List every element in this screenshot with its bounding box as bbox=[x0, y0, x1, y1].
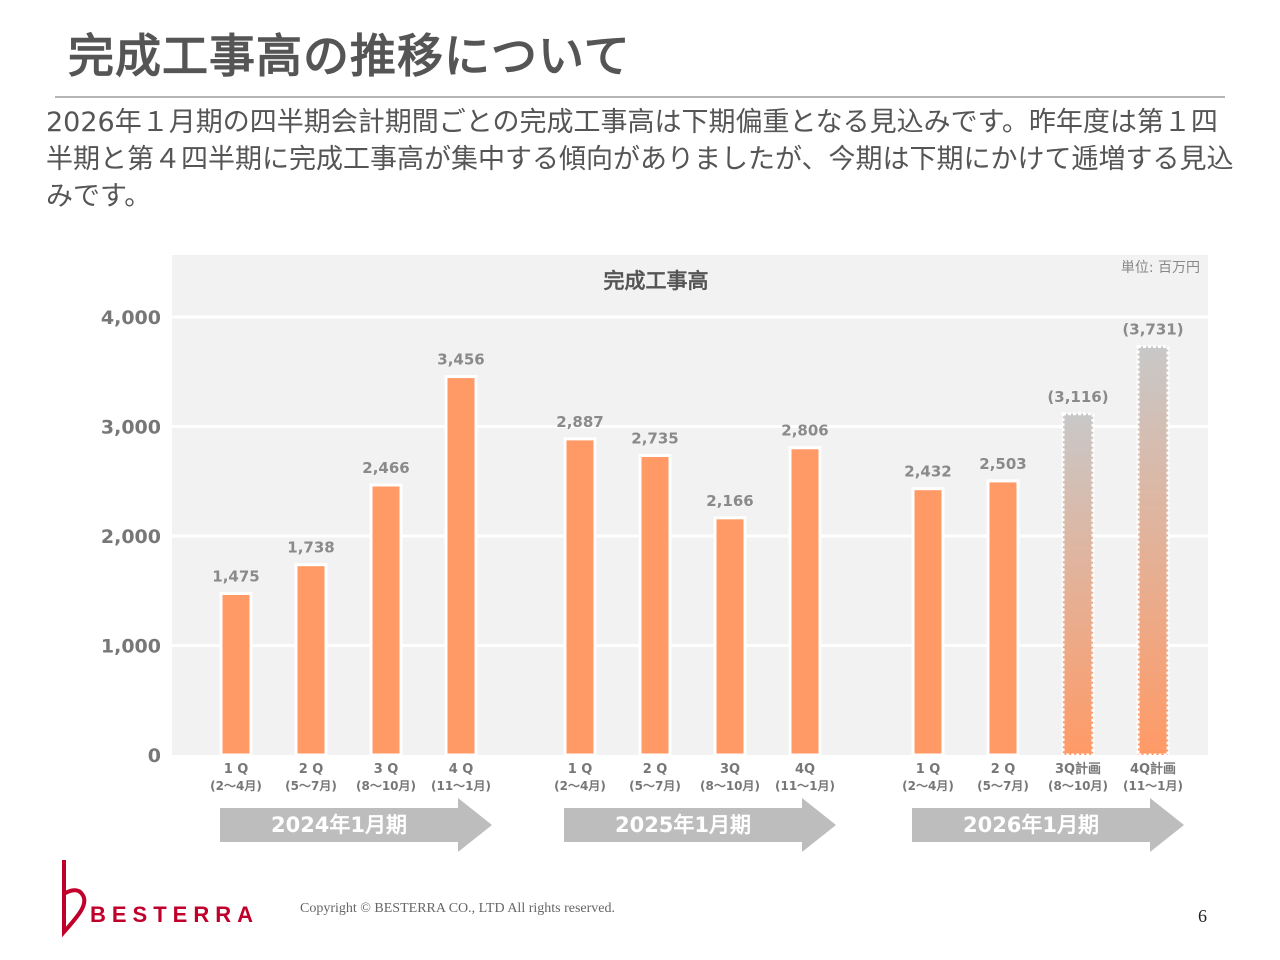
fiscal-year-arrow bbox=[564, 798, 836, 852]
x-tick-period: (2〜4月) bbox=[210, 779, 262, 793]
bar bbox=[638, 454, 672, 757]
x-tick-quarter: 2 Q bbox=[299, 762, 324, 777]
bar-value-label: 2,432 bbox=[904, 463, 951, 481]
x-tick-quarter: 1 Q bbox=[916, 762, 941, 777]
bar bbox=[986, 479, 1020, 757]
x-tick-quarter: 3 Q bbox=[374, 762, 399, 777]
plan-bar bbox=[1136, 344, 1170, 757]
x-tick-period: (5〜7月) bbox=[977, 779, 1029, 793]
page-title: 完成工事高の推移について bbox=[68, 29, 631, 83]
bars: 1,475 1,738 2,466 3,456 2,887 2,735 2,166 2,806… bbox=[212, 320, 1184, 757]
besterra-logo: BESTERRA bbox=[62, 860, 259, 938]
x-tick-quarter: 2 Q bbox=[991, 762, 1016, 777]
x-axis-labels: 1 Q (2〜4月) 2 Q (5〜7月) 3 Q (8〜10月) 4 Q (11〜1月) 1 … bbox=[210, 761, 1183, 793]
x-tick-period: (8〜10月) bbox=[356, 779, 416, 793]
bar-value-label: 2,887 bbox=[556, 413, 603, 431]
x-tick-period: (2〜4月) bbox=[554, 779, 606, 793]
fiscal-year-arrow bbox=[220, 798, 492, 852]
bar bbox=[713, 516, 747, 757]
lead-paragraph: 2026年１月期の四半期会計期間ごとの完成工事高は下期偏重となる見込みです。昨年… bbox=[46, 107, 1234, 212]
logo-text: BESTERRA bbox=[90, 902, 259, 927]
x-tick-quarter: 4 Q bbox=[449, 762, 474, 777]
bar bbox=[369, 483, 403, 757]
x-tick-quarter: 2 Q bbox=[643, 762, 668, 777]
plan-bar bbox=[1061, 412, 1095, 757]
unit-label: 単位: 百万円 bbox=[1121, 260, 1200, 276]
y-tick-label: 4,000 bbox=[101, 307, 161, 329]
x-tick-period: (5〜7月) bbox=[285, 779, 337, 793]
x-tick-period: (11〜1月) bbox=[431, 779, 491, 793]
x-tick-quarter: 3Q bbox=[720, 762, 740, 777]
copyright-text: Copyright © BESTERRA CO., LTD All rights… bbox=[300, 901, 616, 916]
x-tick-quarter: 1 Q bbox=[224, 762, 249, 777]
x-tick-quarter: 1 Q bbox=[568, 762, 593, 777]
completed-construction-chart: 完成工事高 単位: 百万円 0 1,000 2,000 3,000 4,000 1,47… bbox=[101, 255, 1208, 852]
logo-mark bbox=[62, 860, 87, 938]
bar bbox=[788, 446, 822, 757]
bar-value-label: 2,166 bbox=[706, 492, 753, 510]
y-axis-ticks: 0 1,000 2,000 3,000 4,000 bbox=[101, 307, 161, 767]
x-tick-quarter: 4Q計画 bbox=[1130, 761, 1176, 777]
fiscal-year-arrow bbox=[912, 798, 1184, 852]
fiscal-year-label: 2026年1月期 bbox=[963, 813, 1099, 837]
y-tick-label: 0 bbox=[148, 745, 161, 767]
bar-value-label: 2,735 bbox=[631, 430, 678, 448]
bar-value-label: 2,466 bbox=[362, 459, 409, 477]
page-number: 6 bbox=[1198, 906, 1207, 926]
plot-area bbox=[172, 280, 1208, 755]
bar-value-label: 1,738 bbox=[287, 539, 334, 557]
bar bbox=[911, 487, 945, 757]
x-tick-quarter: 3Q計画 bbox=[1055, 761, 1101, 777]
bar-value-label: 3,456 bbox=[437, 351, 484, 369]
bar-value-label: 1,475 bbox=[212, 567, 259, 585]
x-tick-period: (8〜10月) bbox=[1048, 779, 1108, 793]
x-tick-period: (11〜1月) bbox=[775, 779, 835, 793]
x-tick-period: (8〜10月) bbox=[700, 779, 760, 793]
x-tick-quarter: 4Q bbox=[795, 762, 815, 777]
bar-value-label: 2,806 bbox=[781, 422, 828, 440]
bar-value-label: 2,503 bbox=[979, 455, 1026, 473]
gridlines bbox=[172, 315, 1208, 647]
bar bbox=[563, 437, 597, 757]
title-divider bbox=[55, 96, 1225, 98]
bar bbox=[219, 591, 253, 757]
y-tick-label: 1,000 bbox=[101, 636, 161, 658]
fiscal-year-arrows: 2024年1月期 2025年1月期 2026年1月期 bbox=[220, 798, 1184, 852]
chart-title: 完成工事高 bbox=[604, 269, 709, 293]
fiscal-year-label: 2024年1月期 bbox=[271, 813, 407, 837]
x-tick-period: (11〜1月) bbox=[1123, 779, 1183, 793]
fiscal-year-label: 2025年1月期 bbox=[615, 813, 751, 837]
y-tick-label: 2,000 bbox=[101, 526, 161, 548]
bar bbox=[294, 563, 328, 757]
bar-value-label: (3,116) bbox=[1047, 388, 1108, 406]
y-tick-label: 3,000 bbox=[101, 417, 161, 439]
x-tick-period: (2〜4月) bbox=[902, 779, 954, 793]
x-tick-period: (5〜7月) bbox=[629, 779, 681, 793]
bar-value-label: (3,731) bbox=[1122, 320, 1183, 338]
title-band bbox=[172, 255, 1208, 315]
bar bbox=[444, 375, 478, 757]
